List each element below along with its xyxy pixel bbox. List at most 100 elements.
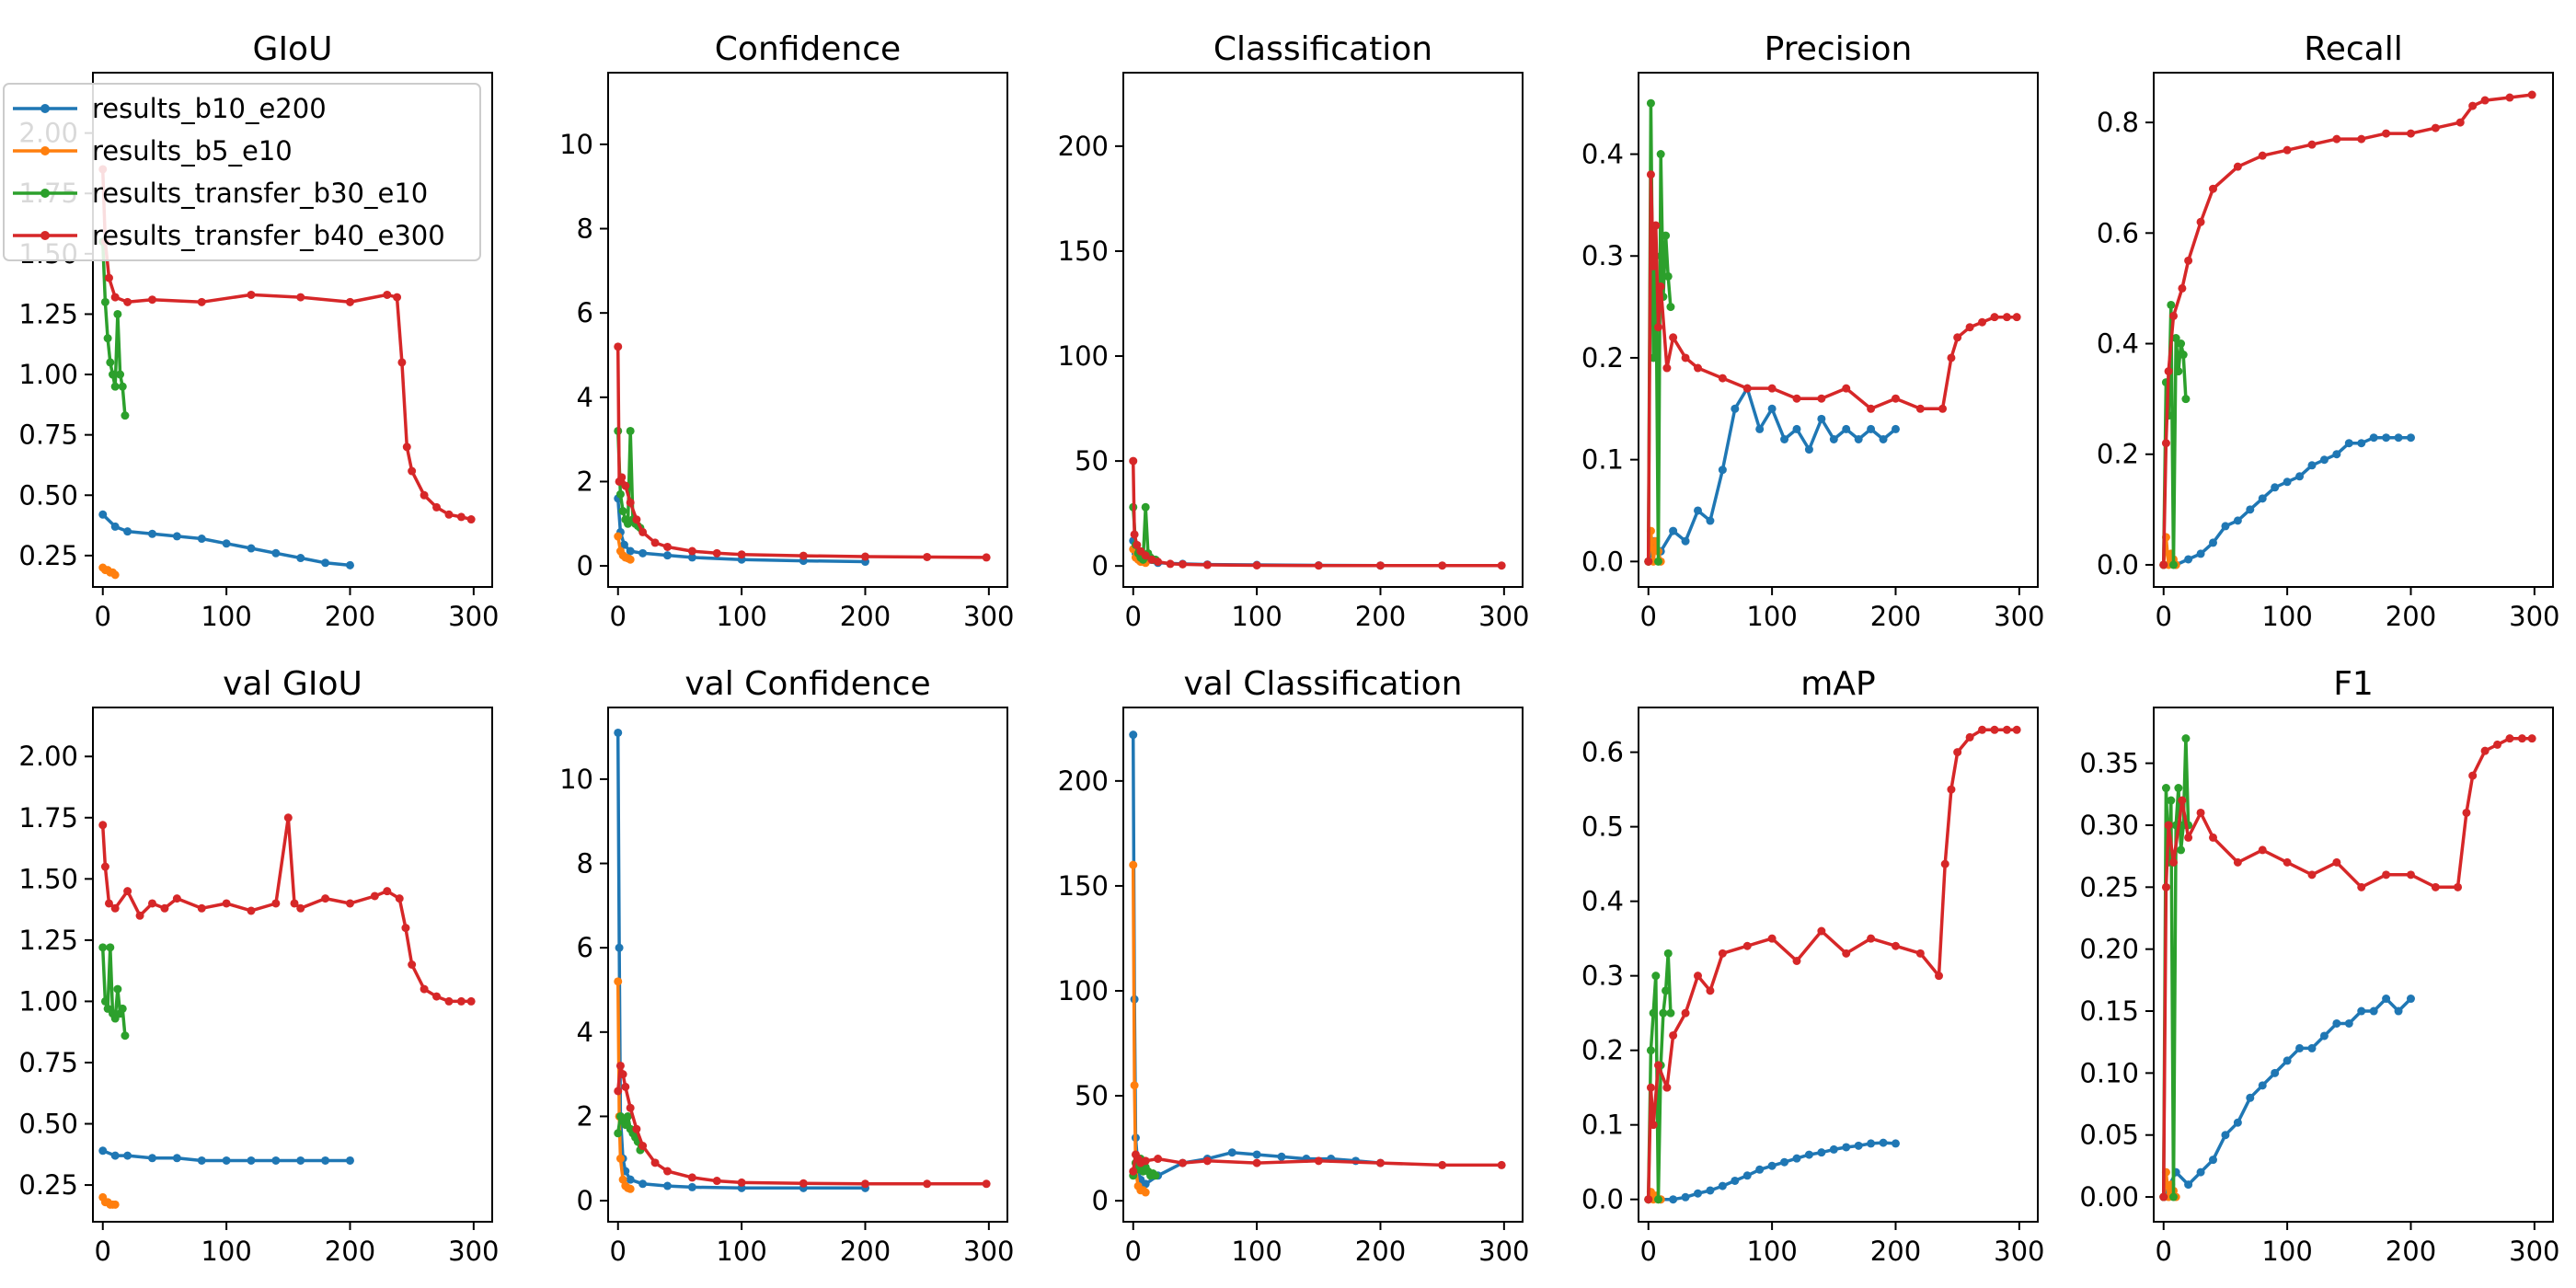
data-point — [197, 903, 206, 913]
data-point — [106, 943, 115, 952]
y-tick-label: 150 — [1058, 236, 1109, 267]
chart-title: Classification — [1213, 30, 1432, 68]
data-point — [222, 1156, 231, 1165]
data-point — [2246, 1093, 2255, 1102]
data-point — [982, 1179, 991, 1189]
series-line — [615, 346, 987, 559]
y-tick-label: 50 — [1075, 445, 1109, 477]
plot-frame — [2153, 72, 2554, 588]
y-tick-label: 0.50 — [18, 1109, 78, 1140]
data-point — [1141, 1179, 1150, 1189]
data-point — [1780, 434, 1789, 443]
x-tick-label: 0 — [1125, 601, 1142, 632]
data-point — [615, 943, 624, 952]
data-point — [1659, 1008, 1668, 1018]
data-point — [1166, 559, 1175, 569]
data-point — [160, 903, 169, 913]
data-point — [1651, 221, 1661, 230]
data-point — [123, 887, 132, 896]
data-point — [147, 1154, 156, 1163]
data-point — [2505, 93, 2514, 102]
data-point — [2233, 857, 2242, 867]
x-tick-label: 100 — [1231, 1236, 1282, 1267]
data-point — [456, 512, 466, 522]
subplot: val GIoU 0 100 200 300 0.25 0.50 0.75 1.00 1.25 1.… — [18, 665, 499, 1267]
y-tick-label: 2 — [577, 1100, 593, 1132]
data-point — [1646, 1046, 1655, 1055]
data-point — [638, 1142, 648, 1151]
data-point — [614, 728, 623, 737]
data-point — [687, 553, 696, 562]
data-point — [283, 813, 293, 822]
plot-frame — [1638, 72, 2039, 588]
data-point — [296, 1156, 305, 1165]
data-point — [1375, 1158, 1385, 1167]
legend-label: results_b5_e10 — [92, 135, 293, 167]
data-point — [321, 894, 330, 903]
data-point — [172, 532, 181, 541]
data-point — [1755, 424, 1765, 433]
data-point — [1669, 333, 1678, 342]
data-point — [147, 529, 156, 538]
data-point — [2208, 1156, 2217, 1165]
subplot: val Classification 0 100 200 300 0 50 100 150 200 — [1058, 665, 1530, 1267]
x-tick-label: 0 — [95, 601, 111, 632]
data-point — [2382, 433, 2391, 443]
plot-frame — [2153, 707, 2554, 1223]
chart-title: val Classification — [1183, 665, 1462, 703]
y-tick-label: 0.35 — [2079, 748, 2139, 779]
y-tick-label: 0.0 — [1581, 546, 1624, 577]
data-point — [1742, 384, 1752, 393]
data-point — [1314, 561, 1323, 570]
x-tick-label: 200 — [840, 601, 891, 632]
data-point — [100, 862, 109, 871]
data-point — [1990, 313, 1999, 322]
data-point — [2462, 808, 2471, 817]
data-point — [2196, 217, 2205, 226]
series-group — [1644, 725, 2021, 1204]
data-point — [618, 507, 627, 516]
data-point — [2527, 90, 2536, 99]
chart-title: F1 — [2333, 665, 2374, 703]
data-point — [626, 546, 635, 556]
legend: results_b10_e200 results_b5_e10 results_tr… — [3, 83, 481, 261]
data-point — [1842, 1143, 1851, 1152]
chart-title: Precision — [1765, 30, 1913, 68]
data-point — [2159, 560, 2168, 569]
data-point — [1804, 1150, 1813, 1159]
data-point — [1891, 1139, 1900, 1148]
data-point — [1666, 303, 1675, 312]
data-point — [615, 1061, 625, 1070]
y-tick-label: 1.75 — [18, 802, 78, 834]
data-point — [1129, 860, 1138, 869]
data-point — [1662, 363, 1672, 373]
data-point — [2493, 740, 2502, 749]
plot-frame — [92, 72, 493, 588]
y-tick-label: 4 — [577, 1017, 593, 1048]
x-tick-label: 100 — [201, 1236, 251, 1267]
series-line — [1646, 951, 1673, 1202]
data-point — [271, 1156, 281, 1165]
data-point — [1891, 941, 1900, 950]
y-tick-label: 200 — [1058, 131, 1109, 162]
data-point — [1129, 730, 1138, 740]
data-point — [1141, 502, 1150, 512]
data-point — [2382, 129, 2391, 138]
x-tick-label: 300 — [1994, 601, 2044, 632]
data-point — [2159, 1192, 2168, 1202]
data-point — [650, 1158, 660, 1167]
series-group — [98, 813, 476, 1209]
data-point — [1669, 526, 1678, 535]
data-point — [2394, 433, 2403, 443]
data-point — [615, 489, 625, 499]
y-tick-label: 1.25 — [18, 925, 78, 956]
data-point — [1438, 1160, 1447, 1169]
data-point — [1867, 424, 1876, 433]
series-group — [1129, 456, 1506, 570]
data-point — [618, 1070, 627, 1079]
data-point — [2406, 129, 2415, 138]
data-point — [2208, 538, 2217, 547]
data-point — [1792, 394, 1801, 403]
data-point — [1978, 725, 1987, 734]
